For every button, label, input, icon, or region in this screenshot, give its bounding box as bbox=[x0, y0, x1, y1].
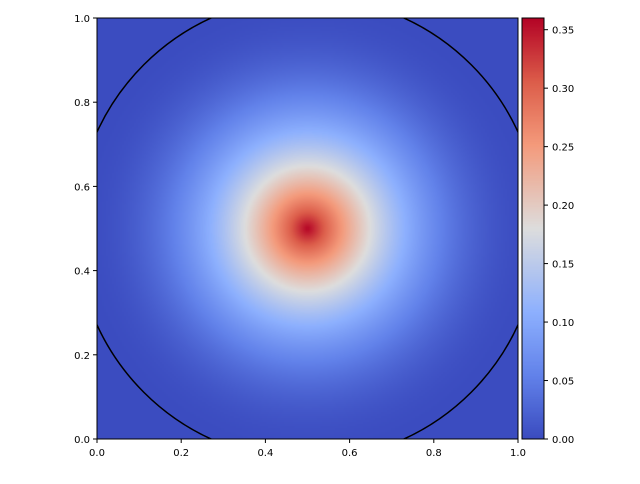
x-tick-label: 0.8 bbox=[426, 448, 442, 459]
y-tick-label: 1.0 bbox=[74, 14, 90, 25]
colorbar-tick-label: 0.10 bbox=[552, 318, 574, 329]
x-axis: 0.0 0.2 0.4 0.6 0.8 1.0 bbox=[89, 439, 526, 459]
colorbar-tick-label: 0.00 bbox=[552, 435, 574, 446]
x-tick-label: 0.4 bbox=[257, 448, 273, 459]
x-tick-label: 0.0 bbox=[89, 448, 105, 459]
x-tick-label: 0.6 bbox=[342, 448, 358, 459]
plot-frame bbox=[96, 17, 519, 440]
colorbar-axis: 0.00 0.05 0.10 0.15 0.20 0.25 0.30 0.35 bbox=[544, 26, 574, 446]
colorbar-frame bbox=[521, 17, 545, 440]
colorbar-tick-label: 0.20 bbox=[552, 201, 574, 212]
colorbar-gradient bbox=[522, 18, 544, 439]
y-tick-label: 0.0 bbox=[74, 435, 90, 446]
y-tick-label: 0.2 bbox=[74, 351, 90, 362]
colorbar-tick-label: 0.30 bbox=[552, 84, 574, 95]
y-tick-label: 0.6 bbox=[74, 182, 90, 193]
y-axis: 0.0 0.2 0.4 0.6 0.8 1.0 bbox=[74, 14, 97, 446]
y-tick-label: 0.8 bbox=[74, 98, 90, 109]
x-tick-label: 1.0 bbox=[510, 448, 526, 459]
y-tick-label: 0.4 bbox=[74, 267, 90, 278]
colorbar-tick-label: 0.15 bbox=[552, 260, 574, 271]
colorbar-tick-label: 0.35 bbox=[552, 26, 574, 37]
colorbar-tick-label: 0.05 bbox=[552, 377, 574, 388]
heatmap-field bbox=[97, 18, 518, 439]
colorbar-tick-label: 0.25 bbox=[552, 143, 574, 154]
x-tick-label: 0.2 bbox=[173, 448, 189, 459]
